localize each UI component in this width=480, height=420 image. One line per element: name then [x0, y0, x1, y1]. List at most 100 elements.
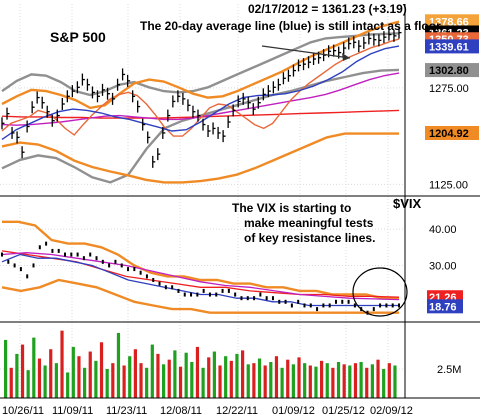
vix-series-3	[1, 250, 400, 298]
volume-bar	[88, 351, 92, 398]
volume-bar	[286, 359, 290, 398]
volume-bar	[320, 360, 324, 398]
volume-bar	[4, 339, 8, 398]
price-right-label: 1302.80	[429, 65, 469, 77]
volume-bar	[20, 344, 25, 398]
price-header: 02/17/2012 = 1361.23 (+3.19)	[248, 2, 407, 16]
volume-bar	[99, 342, 104, 398]
volume-bar	[111, 363, 115, 398]
volume-bar	[229, 360, 233, 398]
vix-annotation: The VIX is starting to make meaningful te…	[232, 201, 375, 245]
vix-title: $VIX	[393, 196, 422, 211]
annotation-arrow	[261, 45, 351, 59]
price-y-tick-label: 1275.00	[429, 83, 469, 95]
volume-bar	[9, 367, 13, 398]
price-right-label: 1378.66	[429, 16, 469, 28]
volume-bar	[235, 353, 239, 398]
price-right-label-bg	[425, 63, 479, 78]
volume-bar	[257, 358, 262, 398]
volume-bar	[178, 366, 183, 398]
volume-bar	[26, 370, 30, 398]
price-panel	[1, 20, 402, 184]
vix-annotation-line: of key resistance lines.	[244, 231, 375, 245]
volume-bar	[201, 367, 205, 398]
volume-bar	[173, 350, 177, 398]
volume-bar	[342, 364, 346, 398]
volume-bar	[263, 365, 267, 398]
vix-y-tick-label: 30.00	[429, 260, 457, 272]
volume-bar	[77, 356, 81, 398]
price-right-label: 1204.92	[429, 128, 469, 140]
volume-bar	[167, 359, 171, 398]
volume-bar	[353, 363, 358, 398]
price-right-label: 1339.61	[429, 41, 469, 53]
vix-series-1	[1, 253, 399, 307]
volume-bar	[105, 368, 109, 398]
x-tick-label: 01/25/12	[322, 405, 365, 417]
x-tick-label: 02/09/12	[370, 405, 413, 417]
x-tick-label: 10/26/11	[2, 405, 44, 417]
volume-bar	[269, 362, 273, 398]
volume-bar	[150, 344, 154, 398]
volume-bar	[139, 363, 143, 398]
price-annotation: The 20-day average line (blue) is still …	[140, 19, 443, 33]
volume-bar	[274, 356, 279, 398]
x-tick-label: 12/22/11	[216, 405, 258, 417]
volume-bar	[376, 359, 380, 398]
labels: S&P 500 02/17/2012 = 1361.23 (+3.19) $VI…	[50, 2, 479, 314]
x-tick-label: 12/08/11	[160, 405, 202, 417]
volume-bar	[83, 367, 87, 398]
volume-bar	[49, 349, 53, 398]
volume-bar	[15, 353, 19, 398]
volume-bar	[246, 364, 250, 398]
vix-annotation-line: make meaningful tests	[244, 216, 374, 230]
vix-panel	[1, 220, 400, 315]
annotation-arrowhead	[342, 53, 350, 61]
price-right-label-bg	[425, 14, 479, 29]
volume-bar	[66, 372, 70, 398]
volume-bar	[297, 357, 301, 398]
volume-bar	[212, 351, 216, 398]
x-tick-label: 11/09/11	[52, 405, 93, 417]
volume-bar	[128, 356, 132, 398]
volume-panel	[4, 330, 397, 398]
volume-bar	[303, 363, 307, 398]
highlight-circle	[352, 267, 408, 317]
price-title: S&P 500	[50, 29, 106, 45]
volume-bar	[43, 365, 47, 398]
volume-bar	[331, 367, 335, 398]
volume-bar	[325, 363, 329, 398]
volume-bar	[387, 363, 391, 398]
volume-bar	[184, 352, 188, 398]
volume-bar	[54, 363, 58, 398]
volume-bar	[348, 365, 352, 398]
vix-series-2	[1, 252, 400, 301]
volume-bar	[116, 332, 121, 398]
volume-bar	[94, 360, 98, 398]
volume-bar	[145, 367, 149, 398]
volume-bar	[291, 364, 295, 398]
volume-bar	[37, 358, 42, 398]
volume-bar	[218, 365, 222, 398]
price-series-6	[1, 132, 399, 184]
volume-bar	[207, 357, 211, 398]
price-series-3	[1, 72, 400, 126]
annotations: The 20-day average line (blue) is still …	[140, 19, 443, 317]
volume-bar	[32, 337, 36, 398]
volume-bar	[190, 362, 194, 398]
volume-bar	[336, 362, 341, 398]
price-series-1	[1, 45, 400, 140]
volume-bar	[60, 330, 64, 398]
volume-bar	[162, 364, 166, 398]
volume-bar	[382, 368, 386, 398]
price-right-label-bg	[425, 39, 479, 54]
volume-bar	[393, 365, 397, 398]
x-tick-label: 11/23/11	[106, 405, 147, 417]
volume-bar	[370, 364, 374, 398]
axes: 1125.00 1275.00 40.00 30.00 2.5M 10/26/11 11/0…	[0, 4, 480, 417]
price-series-8	[1, 68, 400, 184]
price-series-5	[1, 20, 400, 110]
volume-bar	[359, 362, 363, 398]
volume-bar	[241, 350, 245, 398]
